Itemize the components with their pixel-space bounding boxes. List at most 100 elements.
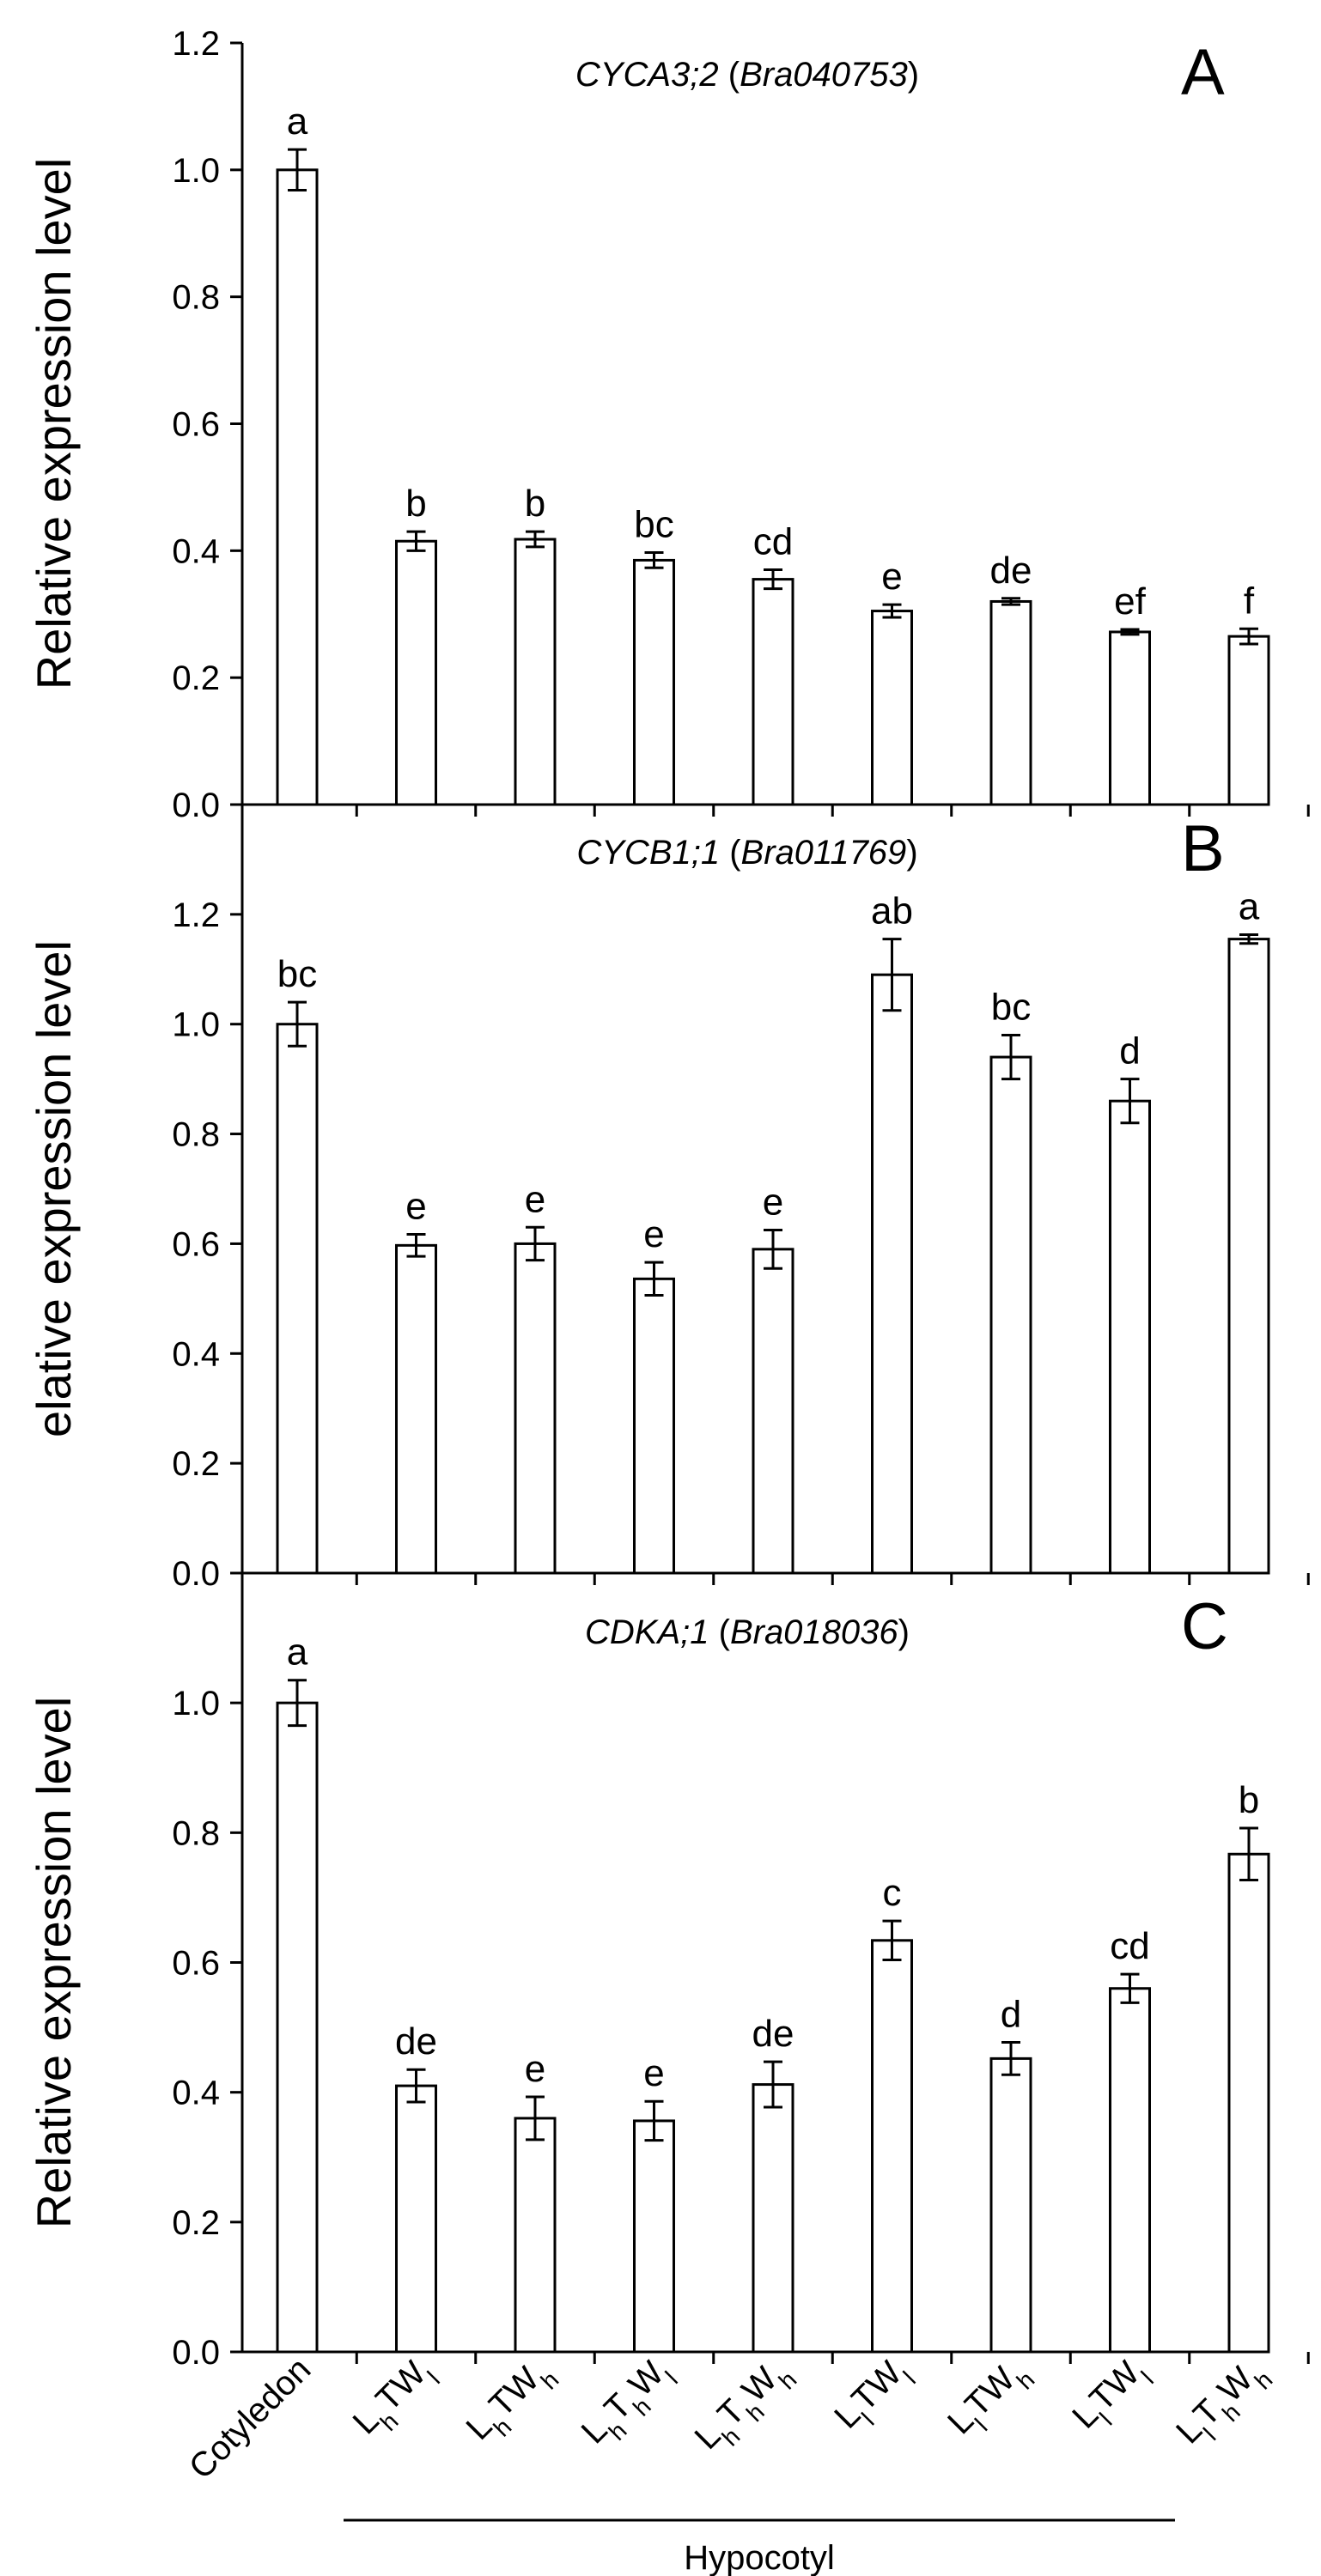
paren-open: ( [720,834,741,872]
bar [633,558,675,806]
paren-open: ( [719,56,740,94]
bar [871,610,913,806]
bar [1227,1852,1270,2354]
significance-letter: a [287,1631,308,1674]
significance-letter: f [1244,580,1255,622]
significance-letter: b [1239,1779,1259,1821]
bar [276,168,319,806]
significance-letter: e [881,556,902,598]
gene-name: CDKA;1 [585,1613,709,1651]
y-tick-label: 0.0 [172,787,220,824]
gene-id: Bra011769 [741,834,907,872]
significance-letter: b [405,483,426,525]
y-tick-label: 0.0 [172,1555,220,1593]
bar [989,1055,1032,1575]
panel-title: CYCB1;1 (Bra011769) [576,834,917,872]
y-tick-label: 0.2 [172,2204,220,2242]
y-tick-label: 0.4 [172,2075,220,2112]
significance-letter: e [643,1213,664,1255]
y-tick-label: 1.2 [172,896,220,934]
significance-letter: de [395,2020,437,2063]
y-tick-label: 0.4 [172,532,220,570]
bar [871,973,913,1575]
y-tick-label: 0.0 [172,2334,220,2372]
gene-id: Bra018036 [730,1613,898,1651]
bar [395,1243,437,1575]
significance-letter: cd [753,521,793,563]
significance-letter: e [643,2052,664,2094]
x-category-label: LlTWl [1065,2350,1158,2443]
gene-name: CYCB1;1 [576,834,720,872]
significance-letter: e [525,1178,545,1220]
y-tick-label: 0.8 [172,279,220,317]
y-tick-label: 0.6 [172,406,220,444]
paren-close: ) [898,1613,910,1651]
label-letter: W [735,2360,785,2409]
bar [989,2057,1032,2354]
paren-close: ) [906,834,917,872]
bar [633,2119,675,2354]
significance-letter: d [1119,1030,1140,1072]
x-category-label: LlThWh [1169,2350,1277,2458]
panel-letter: A [1181,36,1225,109]
y-tick-label: 0.2 [172,1445,220,1483]
x-category-label: LlTWl [827,2350,920,2443]
bar [1227,938,1270,1575]
significance-letter: b [525,483,545,525]
label-letter: W [1211,2360,1261,2409]
y-tick-label: 0.6 [172,1945,220,1983]
significance-letter: bc [634,504,673,546]
bar [276,1023,319,1575]
bar [276,1701,319,2354]
gene-name: CYCA3;2 [575,56,719,94]
gene-id: Bra040753 [740,56,908,94]
y-tick-label: 1.0 [172,1685,220,1722]
bar [514,538,557,806]
panel-letter: B [1181,812,1225,885]
significance-letter: a [1239,886,1260,928]
paren-close: ) [908,56,919,94]
significance-letter: de [752,2013,794,2055]
panels: 0.0 0.2 0.4 0.6 0.8 1.0 1.2 Relative expression… [27,25,1310,2372]
bar [752,578,794,806]
x-category-label: LhTWh [460,2350,564,2455]
significance-letter: e [405,1186,426,1228]
y-tick-label: 1.0 [172,152,220,190]
x-axis-category-labels: Cotyledon LhTWlLhTWhLhThWlLhThWhLlTWlLlTW… [182,2350,1277,2486]
bar [1109,1987,1151,2354]
bar [989,599,1032,806]
panel-letter: C [1181,1590,1228,1663]
bar [633,1277,675,1575]
bar [1109,630,1151,806]
y-tick-label: 0.8 [172,1116,220,1154]
hypocotyl-group-label: Hypocotyl [684,2539,835,2576]
significance-letter: a [287,100,308,143]
bar [1227,635,1270,806]
significance-letter: cd [1110,1925,1149,1967]
panel-c: 0.0 0.2 0.4 0.6 0.8 1.0 Relative expression le… [27,1573,1310,2372]
y-axis-label: Relative expression level [27,1697,81,2228]
y-tick-label: 1.2 [172,25,220,63]
significance-letter: e [525,2048,545,2090]
x-category-label: LhThWl [575,2350,683,2458]
y-tick-label: 0.8 [172,1814,220,1852]
y-tick-label: 0.6 [172,1225,220,1263]
y-axis-label: elative expression level [27,940,81,1437]
bar [514,1242,557,1575]
significance-letter: bc [277,953,317,995]
panel-a: 0.0 0.2 0.4 0.6 0.8 1.0 1.2 Relative expression… [27,25,1310,824]
y-tick-label: 1.0 [172,1006,220,1044]
significance-letter: bc [991,987,1031,1029]
significance-letter: ef [1114,580,1146,623]
x-category-label: LhThWh [687,2350,801,2464]
significance-letter: c [883,1872,902,1914]
paren-open: ( [709,1613,731,1651]
significance-letter: de [990,550,1032,592]
x-category-label: LlTWh [941,2350,1039,2449]
bar [752,1248,794,1575]
significance-letter: e [763,1181,783,1223]
significance-letter: d [1001,1993,1021,2035]
panel-title: CDKA;1 (Bra018036) [585,1613,910,1651]
bar [514,2117,557,2354]
